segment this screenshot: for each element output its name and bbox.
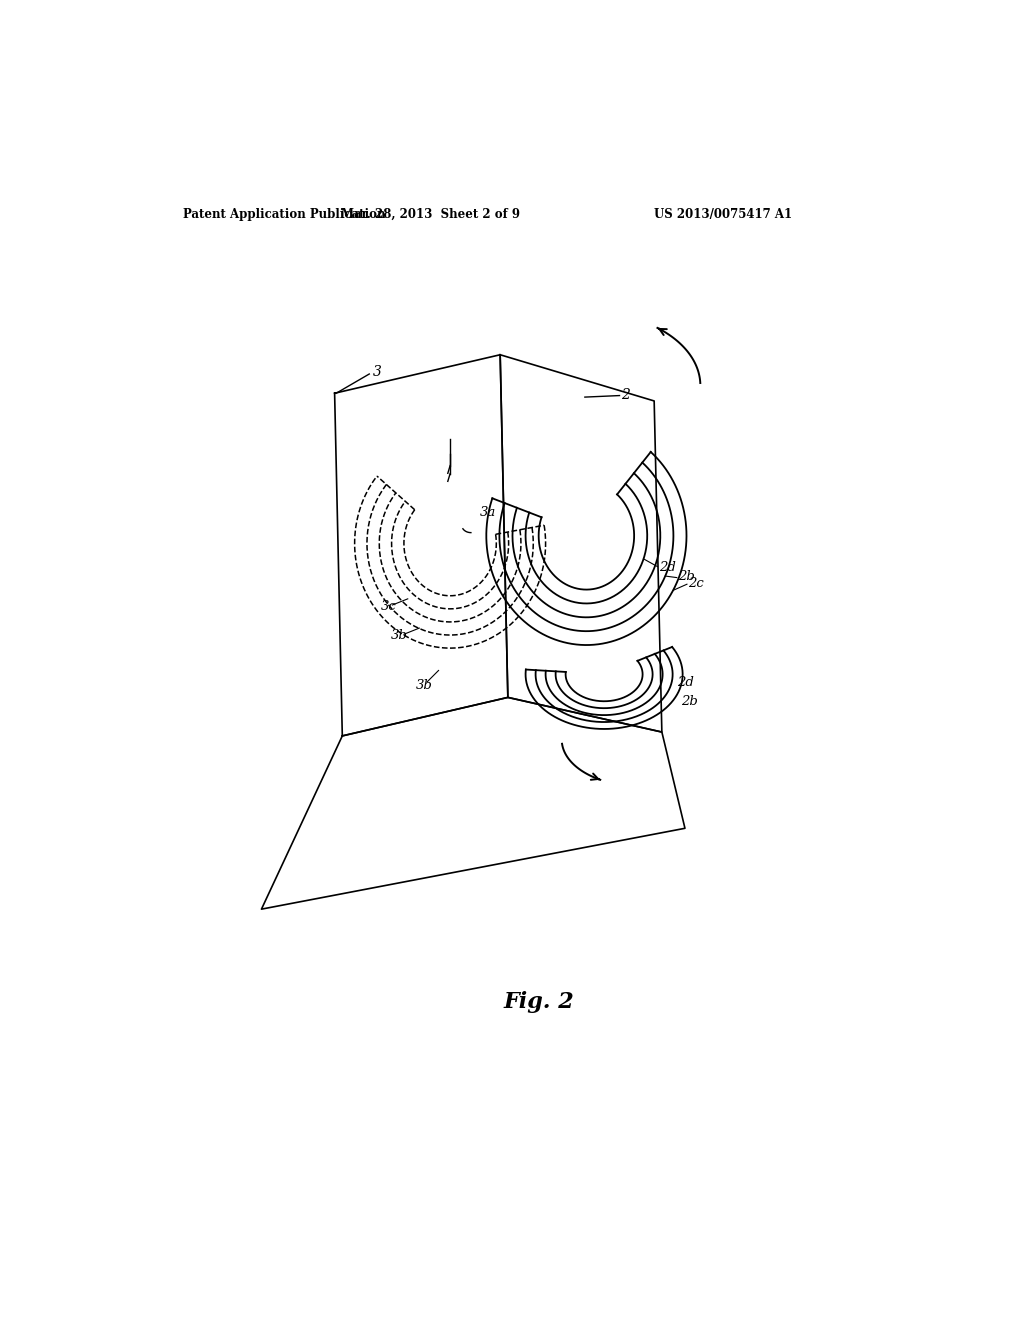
Text: 2d: 2d xyxy=(677,676,694,689)
Text: Fig. 2: Fig. 2 xyxy=(503,990,574,1012)
Text: 2d: 2d xyxy=(659,561,676,574)
Text: 3a: 3a xyxy=(479,506,496,519)
Text: Patent Application Publication: Patent Application Publication xyxy=(183,209,385,222)
Text: 2c: 2c xyxy=(688,577,705,590)
Text: 2b: 2b xyxy=(678,570,695,583)
Text: 3: 3 xyxy=(373,366,382,379)
Text: 3b: 3b xyxy=(416,680,432,693)
Text: US 2013/0075417 A1: US 2013/0075417 A1 xyxy=(654,209,793,222)
Text: 2: 2 xyxy=(621,388,630,401)
Text: 2b: 2b xyxy=(681,694,698,708)
Text: 3b: 3b xyxy=(391,630,408,643)
Text: Mar. 28, 2013  Sheet 2 of 9: Mar. 28, 2013 Sheet 2 of 9 xyxy=(341,209,520,222)
Text: 3c: 3c xyxy=(381,601,396,612)
